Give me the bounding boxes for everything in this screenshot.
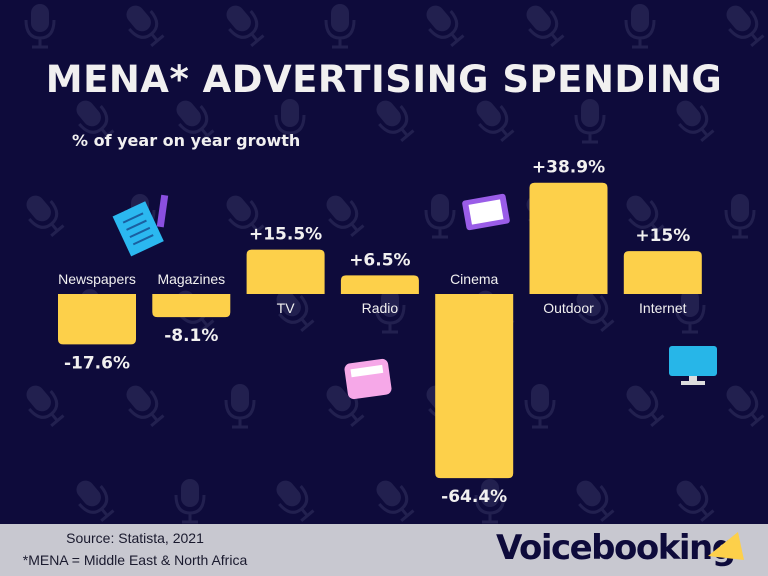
microphone-icon bbox=[324, 4, 356, 49]
category-label: Internet bbox=[639, 300, 687, 316]
microphone-icon bbox=[226, 195, 265, 237]
microphone-icon bbox=[174, 479, 206, 524]
microphone-icon bbox=[374, 289, 406, 334]
microphone-icon bbox=[574, 99, 606, 144]
microphone-icon bbox=[624, 4, 656, 49]
bar-internet bbox=[623, 251, 702, 294]
value-label: +15% bbox=[635, 226, 690, 246]
page-title: MENA* ADVERTISING SPENDING bbox=[45, 58, 723, 101]
category-label: Cinema bbox=[450, 271, 498, 287]
microphone-icon bbox=[76, 100, 115, 142]
microphone-icon bbox=[526, 5, 565, 47]
microphone-icon bbox=[474, 479, 506, 524]
microphone-icon bbox=[426, 5, 465, 47]
notepad-pencil-icon bbox=[112, 201, 164, 257]
footer: Source: Statista, 2021 *MENA = Middle Ea… bbox=[0, 524, 768, 576]
microphone-icon bbox=[724, 194, 756, 239]
microphone-icon bbox=[176, 100, 215, 142]
value-label: +6.5% bbox=[349, 250, 410, 270]
microphone-icon bbox=[224, 384, 256, 429]
microphone-icon bbox=[376, 480, 415, 522]
microphone-icon bbox=[576, 290, 615, 332]
category-label: Magazines bbox=[157, 271, 225, 287]
microphone-icon bbox=[276, 480, 315, 522]
computer-monitor-icon bbox=[669, 346, 717, 385]
bar-magazines bbox=[152, 294, 231, 318]
microphone-icon bbox=[126, 5, 165, 47]
value-label: +38.9% bbox=[532, 158, 605, 178]
category-label: Outdoor bbox=[543, 300, 594, 316]
microphone-icon bbox=[326, 195, 365, 237]
microphone-icon bbox=[726, 5, 765, 47]
microphone-icon bbox=[576, 480, 615, 522]
microphone-icon bbox=[626, 385, 665, 427]
category-label: TV bbox=[277, 300, 296, 316]
category-label: Radio bbox=[362, 300, 399, 316]
microphone-icon bbox=[674, 289, 706, 334]
microphone-icon bbox=[226, 5, 265, 47]
bar-radio bbox=[340, 275, 419, 294]
value-label: +15.5% bbox=[249, 225, 322, 245]
microphone-icon bbox=[626, 195, 665, 237]
category-label: Newspapers bbox=[58, 271, 136, 287]
microphone-icon bbox=[424, 194, 456, 239]
microphone-icon bbox=[376, 100, 415, 142]
value-label: -8.1% bbox=[164, 326, 218, 346]
brand-logo: Voicebooking bbox=[496, 528, 736, 568]
bar-tv bbox=[246, 249, 325, 294]
value-label: -17.6% bbox=[64, 353, 130, 373]
decorations bbox=[112, 193, 717, 400]
bar-cinema bbox=[435, 294, 514, 479]
microphone-icon bbox=[76, 480, 115, 522]
background-microphone-pattern bbox=[24, 4, 765, 524]
microphone-icon bbox=[126, 385, 165, 427]
megaphone-icon bbox=[708, 532, 744, 560]
microphone-icon bbox=[276, 290, 315, 332]
chart-subtitle: % of year on year growth bbox=[72, 131, 301, 150]
microphone-icon bbox=[24, 4, 56, 49]
microphone-icon bbox=[676, 480, 715, 522]
microphone-icon bbox=[676, 100, 715, 142]
source-text: Source: Statista, 2021 bbox=[66, 530, 204, 546]
value-label: -64.4% bbox=[441, 487, 507, 507]
microphone-icon bbox=[274, 99, 306, 144]
radio-icon bbox=[344, 358, 392, 400]
bar-outdoor bbox=[529, 182, 608, 294]
microphone-icon bbox=[26, 385, 65, 427]
tv-icon bbox=[462, 193, 510, 231]
microphone-icon bbox=[476, 100, 515, 142]
mena-footnote: *MENA = Middle East & North Africa bbox=[22, 552, 248, 568]
pencil-icon bbox=[156, 194, 169, 228]
bar-newspapers bbox=[58, 294, 136, 345]
microphone-icon bbox=[524, 384, 556, 429]
microphone-icon bbox=[726, 385, 765, 427]
microphone-icon bbox=[26, 195, 65, 237]
